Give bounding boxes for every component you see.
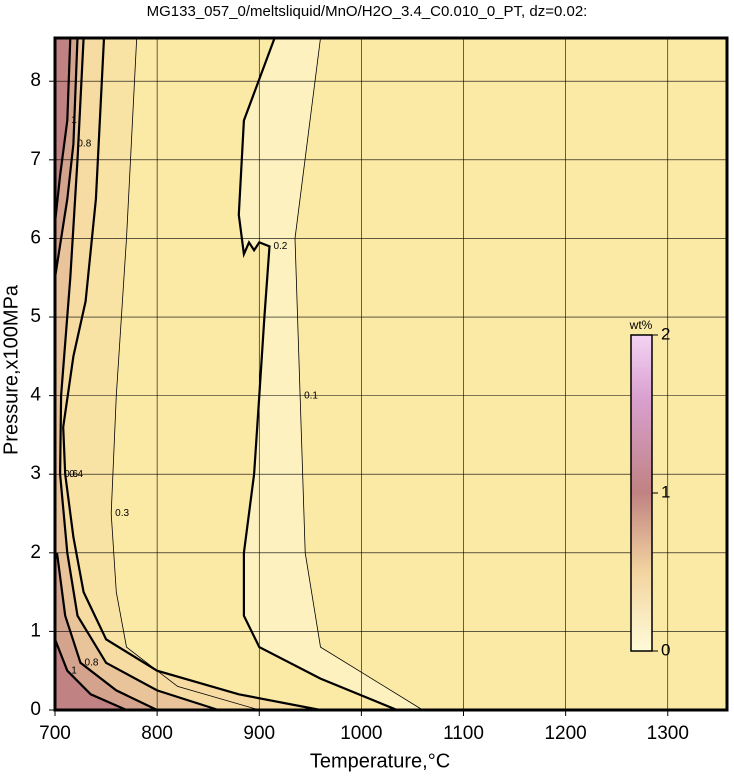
x-tick-label: 1000 bbox=[340, 723, 382, 744]
x-tick-label: 800 bbox=[141, 723, 173, 744]
x-tick-label: 1300 bbox=[647, 723, 689, 744]
contour-fill bbox=[55, 552, 158, 710]
contour-label: 0.4 bbox=[69, 469, 83, 480]
contour-fill bbox=[55, 639, 127, 710]
y-axis-label: Pressure,x100MPa bbox=[0, 284, 22, 455]
contour-label: 0.3 bbox=[115, 508, 129, 519]
colorbar-tick-label: 2 bbox=[661, 324, 670, 343]
colorbar bbox=[630, 334, 653, 652]
contour-fill bbox=[55, 38, 71, 223]
contour-label: 1 bbox=[71, 665, 77, 676]
contour-label: 0.8 bbox=[77, 139, 91, 150]
contour-label: 0.2 bbox=[273, 241, 287, 252]
x-tick-label: 1100 bbox=[443, 723, 484, 744]
y-tick-label: 1 bbox=[30, 620, 41, 641]
contour-fill bbox=[55, 38, 398, 710]
contour-line bbox=[58, 37, 219, 712]
contour-label: 1 bbox=[71, 115, 77, 126]
contour-line bbox=[62, 37, 321, 712]
contour-line bbox=[237, 37, 398, 712]
x-tick-label: 1200 bbox=[544, 723, 586, 744]
y-tick-label: 3 bbox=[30, 463, 41, 484]
y-tick-label: 6 bbox=[30, 227, 41, 248]
colorbar-label: wt% bbox=[629, 318, 653, 332]
y-tick-label: 4 bbox=[30, 385, 41, 406]
x-tick-label: 700 bbox=[39, 723, 71, 744]
contour-label: 0.6 bbox=[64, 469, 78, 480]
contour-line bbox=[294, 37, 423, 711]
contour-label: 0.8 bbox=[85, 657, 99, 668]
contour-label: 0.1 bbox=[304, 390, 318, 401]
colorbar-tick-label: 1 bbox=[661, 482, 670, 501]
chart-title: MG133_057_0/meltsliquid/MnO/H2O_3.4_C0.0… bbox=[147, 3, 588, 20]
y-tick-label: 0 bbox=[30, 699, 41, 720]
x-axis-label: Temperature,°C bbox=[310, 750, 450, 772]
y-tick-label: 7 bbox=[30, 149, 41, 170]
y-tick-label: 2 bbox=[30, 542, 41, 563]
y-tick-label: 8 bbox=[30, 70, 41, 91]
plot-frame bbox=[53, 36, 729, 712]
colorbar-tick-label: 0 bbox=[661, 640, 670, 659]
contour-line bbox=[53, 37, 127, 712]
contour-fill bbox=[55, 38, 260, 710]
contour-line bbox=[53, 37, 158, 711]
contour-line bbox=[110, 37, 260, 711]
x-tick-label: 900 bbox=[243, 723, 275, 744]
y-tick-label: 5 bbox=[30, 306, 41, 327]
